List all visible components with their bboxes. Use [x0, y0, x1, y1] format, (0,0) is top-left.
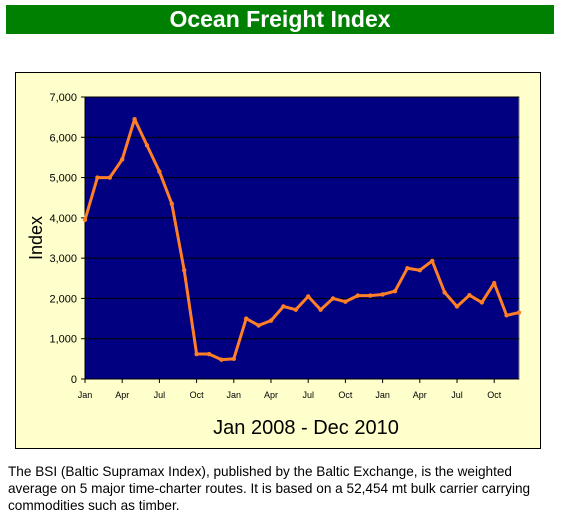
data-point	[206, 351, 212, 357]
data-point	[293, 307, 298, 312]
x-tick-label: Apr	[115, 390, 129, 400]
x-tick-label: Apr	[413, 390, 427, 400]
y-tick-label: 2,000	[49, 293, 77, 305]
data-point	[405, 266, 410, 271]
x-tick-label: Jul	[154, 390, 166, 400]
data-point	[318, 307, 323, 312]
gridlines	[85, 96, 519, 340]
data-point	[219, 357, 224, 362]
plot-area	[84, 96, 520, 380]
data-point	[132, 116, 137, 122]
data-point	[244, 316, 249, 321]
y-axis-label: Index	[26, 216, 46, 260]
y-tick-label: 4,000	[49, 213, 77, 225]
data-point	[144, 143, 150, 148]
data-point	[430, 258, 435, 264]
data-point	[107, 175, 113, 180]
data-point	[281, 304, 286, 309]
data-point	[330, 296, 336, 301]
description-caption: The BSI (Baltic Supramax Index), publish…	[8, 464, 531, 513]
data-point	[355, 293, 360, 298]
data-point	[343, 299, 348, 304]
data-point	[467, 293, 472, 298]
data-point	[82, 217, 88, 223]
y-tick-labels: 0 1,000 2,000 3,000 4,000 5,000 6,000 7,000	[49, 92, 77, 386]
data-point	[306, 294, 311, 299]
data-point	[392, 288, 398, 294]
y-tick-label: 3,000	[49, 253, 77, 265]
x-tick-label: Apr	[264, 390, 278, 400]
x-tick-label: Jan	[375, 390, 390, 400]
x-tick-label: Oct	[190, 390, 205, 400]
data-point	[516, 310, 522, 315]
y-tick-label: 5,000	[49, 173, 77, 185]
data-point	[492, 280, 497, 286]
data-point	[368, 293, 373, 298]
data-point	[157, 169, 162, 174]
page-title: Ocean Freight Index	[6, 5, 554, 34]
freight-index-chart: 0 1,000 2,000 3,000 4,000 5,000 6,000 7,000 Jan…	[26, 92, 522, 439]
series-layer	[82, 116, 522, 362]
data-point	[417, 268, 422, 273]
chart-panel: 0 1,000 2,000 3,000 4,000 5,000 6,000 7,000 Jan…	[15, 72, 541, 449]
y-tick-label: 1,000	[49, 334, 77, 346]
x-tick-label: Oct	[487, 390, 502, 400]
data-point	[182, 268, 187, 273]
data-point	[380, 292, 385, 297]
x-tick-label: Jul	[451, 390, 463, 400]
x-tick-label: Oct	[338, 390, 353, 400]
data-point	[504, 313, 509, 318]
data-point	[120, 157, 125, 162]
data-point	[442, 290, 447, 295]
x-tick-label: Jan	[227, 390, 242, 400]
data-point	[256, 323, 261, 328]
data-point	[479, 300, 484, 305]
data-point	[95, 175, 100, 180]
data-point	[268, 318, 274, 323]
x-tick-label: Jul	[302, 390, 314, 400]
series-line	[83, 117, 521, 362]
data-point	[454, 304, 460, 309]
data-point	[169, 201, 174, 206]
x-tick-label: Jan	[78, 390, 93, 400]
y-tick-label: 6,000	[49, 132, 77, 144]
data-point	[231, 356, 236, 362]
y-tick-label: 7,000	[49, 92, 77, 104]
data-point	[194, 351, 199, 357]
x-tick-labels: Jan Apr Jul Oct Jan Apr Jul Oct Jan Apr Jul Oct	[78, 379, 502, 400]
x-axis-label: Jan 2008 - Dec 2010	[213, 417, 399, 439]
y-tick-label: 0	[71, 374, 77, 386]
